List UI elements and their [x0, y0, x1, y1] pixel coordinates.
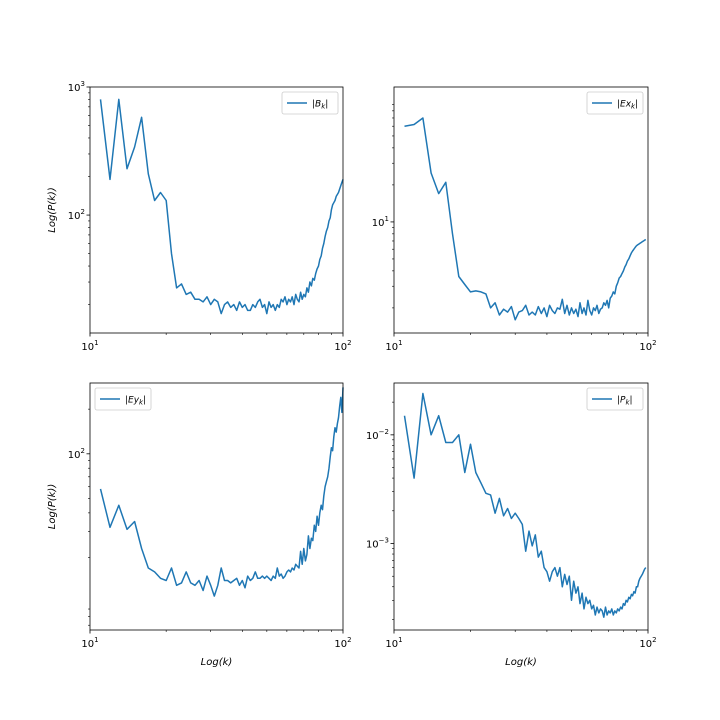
legend-label: |Pk|	[617, 396, 633, 407]
legend-label: |Exk|	[617, 100, 638, 111]
y-tick-label: 102	[68, 447, 85, 461]
x-tick-label: 101	[385, 339, 402, 353]
y-tick-label: 102	[68, 208, 85, 222]
legend-box	[586, 387, 644, 411]
y-axis-label: Log(P(k))	[47, 187, 58, 232]
axes-frame	[89, 382, 344, 631]
x-tick-label: 101	[385, 636, 402, 650]
legend: |Pk|	[586, 387, 644, 411]
subplot-2: 101 102 101 |Exk|	[372, 86, 657, 353]
subplot-4: 101 102 10−3 10−2 Log(k) |Pk|	[366, 382, 657, 668]
legend: |Bk|	[281, 91, 339, 115]
legend: |Exk|	[586, 91, 644, 115]
y-tick-label: 10−2	[366, 428, 389, 442]
subplot-3: 101 102 102 Log(k) Log(P(k)) |Eyk|	[47, 382, 352, 668]
legend-box	[94, 387, 152, 411]
legend-box	[281, 91, 339, 115]
x-tick-label: 102	[334, 339, 351, 353]
x-axis-label: Log(k)	[201, 657, 233, 668]
y-tick-label: 101	[372, 215, 389, 229]
legend-label: |Bk|	[312, 100, 328, 111]
legend-label: |Eyk|	[125, 396, 146, 407]
series-line-1	[404, 117, 647, 321]
x-tick-label: 102	[639, 339, 656, 353]
y-tick-label: 10−3	[366, 537, 389, 551]
series-line-1	[403, 392, 647, 618]
axes-frame	[393, 382, 649, 631]
x-tick-label: 102	[639, 636, 656, 650]
legend-box	[586, 91, 644, 115]
x-tick-label: 101	[81, 636, 98, 650]
series-line-1	[99, 387, 344, 597]
y-axis-label: Log(P(k))	[47, 484, 58, 529]
axes-frame	[393, 86, 649, 334]
x-tick-label: 102	[334, 636, 351, 650]
legend: |Eyk|	[94, 387, 152, 411]
series-line-1	[99, 98, 344, 315]
x-axis-label: Log(k)	[505, 657, 537, 668]
subplot-1: 101 102 102 103 Log(P(k)) |Bk|	[47, 80, 352, 353]
axes-frame	[89, 86, 344, 334]
y-tick-label: 103	[68, 80, 85, 94]
x-tick-label: 101	[81, 339, 98, 353]
